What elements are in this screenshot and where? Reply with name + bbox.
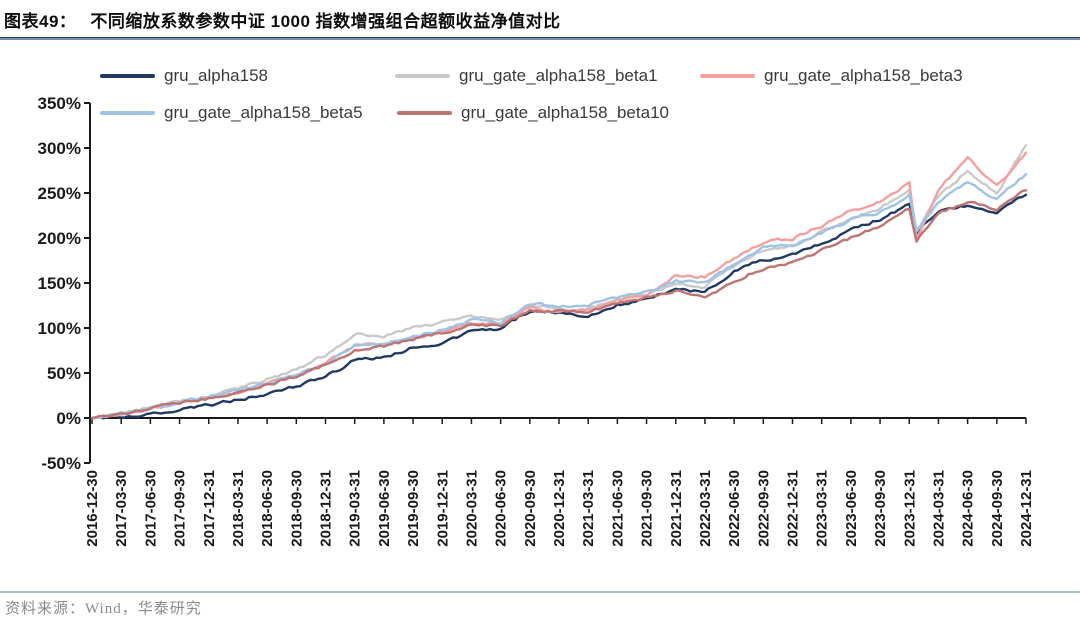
legend-label-gru_gate_alpha158_beta10: gru_gate_alpha158_beta10 (461, 103, 669, 122)
x-tick-label: 2021-03-31 (580, 470, 597, 547)
x-tick-label: 2024-06-30 (960, 470, 977, 547)
series-line-gru_gate_alpha158_beta5 (90, 172, 1028, 420)
y-tick-label: 100% (38, 319, 81, 338)
legend-item-gru_gate_alpha158_beta5: gru_gate_alpha158_beta5 (100, 103, 363, 123)
y-tick-label: 350% (38, 94, 81, 113)
x-tick-label: 2020-06-30 (493, 470, 510, 547)
x-tick-label: 2023-12-31 (901, 470, 918, 547)
legend-swatch-gru_gate_alpha158_beta3 (700, 74, 755, 78)
figure-title-text: 不同缩放系数参数中证 1000 指数增强组合超额收益净值对比 (90, 12, 561, 31)
legend-label-gru_gate_alpha158_beta5: gru_gate_alpha158_beta5 (164, 103, 363, 122)
x-tick-label: 2021-06-30 (609, 470, 626, 547)
y-tick-label: 250% (38, 184, 81, 203)
x-tick-label: 2024-03-31 (930, 470, 947, 547)
x-tick-label: 2019-09-30 (405, 470, 422, 547)
x-tick-label: 2017-09-30 (172, 470, 189, 547)
y-tick-label: 150% (38, 274, 81, 293)
legend-swatch-gru_gate_alpha158_beta10 (397, 111, 452, 115)
x-tick-label: 2019-03-31 (347, 470, 364, 547)
y-tick-label: 200% (38, 229, 81, 248)
x-tick-label: 2018-09-30 (288, 470, 305, 547)
x-tick-label: 2020-09-30 (522, 470, 539, 547)
series-line-gru_gate_alpha158_beta10 (90, 189, 1028, 420)
series-line-gru_gate_alpha158_beta3 (90, 151, 1028, 420)
x-tick-label: 2017-06-30 (142, 470, 159, 547)
chart-legend: gru_alpha158 gru_gate_alpha158_beta1 gru_g… (0, 0, 1080, 130)
legend-item-gru_alpha158: gru_alpha158 (100, 66, 268, 86)
x-tick-label: 2021-12-31 (668, 470, 685, 547)
legend-label-gru_gate_alpha158_beta3: gru_gate_alpha158_beta3 (764, 66, 963, 85)
x-tick-label: 2021-09-30 (639, 470, 656, 547)
legend-label-gru_alpha158: gru_alpha158 (164, 66, 268, 85)
x-tick-label: 2023-03-31 (814, 470, 831, 547)
title-divider (0, 37, 1080, 40)
x-tick-label: 2022-06-30 (726, 470, 743, 547)
x-tick-label: 2024-12-31 (1018, 470, 1035, 547)
x-tick-label: 2022-09-30 (755, 470, 772, 547)
x-tick-label: 2023-06-30 (843, 470, 860, 547)
y-tick-label: -50% (41, 454, 81, 473)
y-tick-label: 0% (56, 409, 81, 428)
x-tick-label: 2024-09-30 (989, 470, 1006, 547)
footer-divider (0, 591, 1080, 593)
y-axis: 350% 300% 250% 200% 150% 100% 50% 0% -50% (38, 94, 91, 473)
x-axis: 2016-12-30 2017-03-30 2017-06-30 2017-09-30… (84, 417, 1035, 547)
source-note: 资料来源：Wind，华泰研究 (5, 601, 202, 617)
x-tick-label: 2017-03-30 (113, 470, 130, 547)
x-tick-label: 2018-03-31 (230, 470, 247, 547)
x-tick-label: 2020-03-31 (463, 470, 480, 547)
x-tick-label: 2018-06-30 (259, 470, 276, 547)
x-tick-label: 2018-12-31 (318, 470, 335, 547)
legend-item-gru_gate_alpha158_beta10: gru_gate_alpha158_beta10 (397, 103, 669, 123)
series-line-gru_gate_alpha158_beta1 (90, 144, 1028, 420)
x-tick-label: 2022-03-31 (697, 470, 714, 547)
figure-title: 图表49： 不同缩放系数参数中证 1000 指数增强组合超额收益净值对比 (4, 7, 561, 32)
y-tick-label: 50% (47, 364, 81, 383)
legend-item-gru_gate_alpha158_beta3: gru_gate_alpha158_beta3 (700, 66, 963, 86)
x-tick-label: 2019-06-30 (376, 470, 393, 547)
legend-swatch-gru_gate_alpha158_beta1 (395, 74, 450, 78)
legend-item-gru_gate_alpha158_beta1: gru_gate_alpha158_beta1 (395, 66, 658, 86)
legend-label-gru_gate_alpha158_beta1: gru_gate_alpha158_beta1 (459, 66, 658, 85)
legend-swatch-gru_gate_alpha158_beta5 (100, 111, 155, 115)
legend-swatch-gru_alpha158 (100, 74, 155, 78)
x-tick-label: 2022-12-31 (785, 470, 802, 547)
x-tick-label: 2020-12-31 (551, 470, 568, 547)
x-tick-label: 2019-12-31 (434, 470, 451, 547)
series-lines (90, 144, 1028, 420)
figure-number-label: 图表49： (4, 12, 77, 31)
x-tick-label: 2017-12-31 (201, 470, 218, 547)
x-tick-label: 2016-12-30 (84, 470, 101, 547)
y-tick-label: 300% (38, 139, 81, 158)
x-tick-label: 2023-09-30 (872, 470, 889, 547)
